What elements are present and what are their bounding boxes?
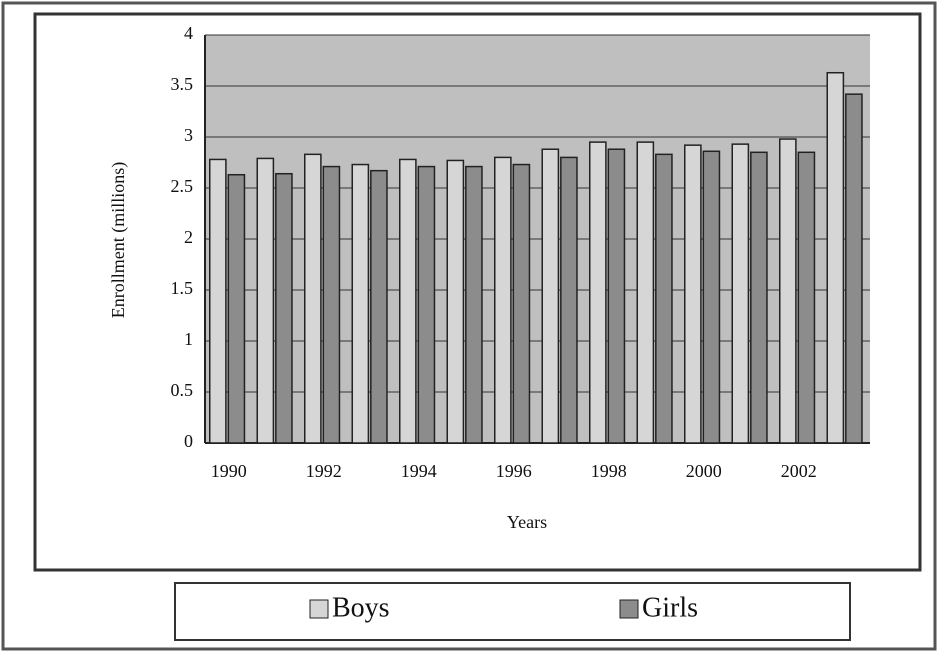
bar	[636, 141, 655, 444]
bar	[655, 153, 673, 444]
bar	[797, 151, 816, 444]
y-tick-label: 3	[184, 125, 193, 145]
bar	[465, 165, 483, 444]
y-tick-label: 0	[184, 431, 193, 451]
x-tick-label: 1996	[496, 461, 532, 481]
y-tick-label: 4	[184, 23, 193, 43]
y-tick-label: 1.5	[171, 278, 194, 298]
y-tick-label: 1	[184, 329, 193, 349]
legend-swatch	[619, 599, 639, 619]
bar	[399, 158, 417, 444]
bar	[209, 158, 227, 444]
bar	[750, 151, 768, 444]
bar	[322, 165, 341, 444]
bar	[275, 172, 293, 444]
bar	[731, 143, 750, 444]
bar	[541, 148, 560, 444]
bar	[227, 173, 246, 444]
bar	[845, 93, 863, 444]
legend-label: Girls	[642, 592, 698, 623]
bar	[494, 156, 512, 444]
x-tick-label: 2000	[686, 461, 722, 481]
bar	[826, 71, 845, 444]
x-axis-label: Years	[507, 512, 547, 532]
y-tick-label: 0.5	[171, 380, 194, 400]
bar	[446, 159, 465, 444]
bar	[589, 141, 607, 444]
y-tick-label: 3.5	[171, 74, 194, 94]
bar	[702, 150, 721, 444]
bar	[512, 163, 531, 444]
legend-box	[174, 582, 851, 641]
x-tick-label: 1994	[401, 461, 437, 481]
bar	[304, 153, 322, 444]
y-tick-label: 2	[184, 227, 193, 247]
bar	[779, 138, 797, 444]
x-tick-label: 1990	[211, 461, 247, 481]
legend-label: Boys	[332, 592, 390, 623]
y-tick-label: 2.5	[171, 176, 194, 196]
bar	[417, 165, 436, 444]
bar	[560, 156, 578, 444]
x-tick-label: 1992	[306, 461, 342, 481]
bar	[370, 169, 388, 444]
bar	[684, 144, 702, 444]
bar	[607, 148, 626, 444]
x-tick-label: 1998	[591, 461, 627, 481]
legend-swatch	[309, 599, 329, 619]
x-tick-label: 2002	[781, 461, 817, 481]
bar	[256, 157, 275, 444]
bar	[351, 163, 370, 444]
y-axis-label: Enrollment (millions)	[108, 162, 129, 318]
